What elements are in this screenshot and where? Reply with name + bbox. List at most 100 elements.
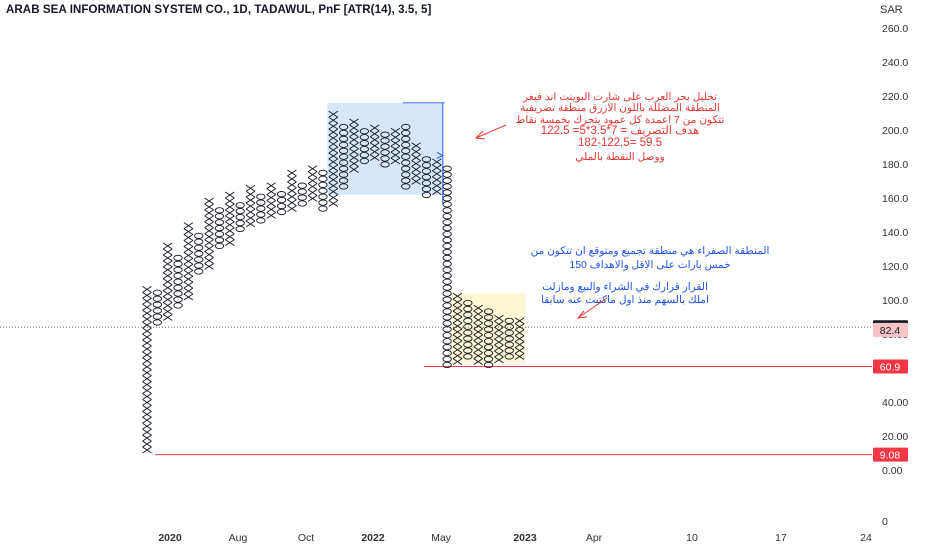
x-mark [411, 148, 421, 156]
column-21-o [359, 128, 369, 165]
o-mark [504, 353, 514, 360]
x-mark [204, 197, 214, 205]
x-mark [142, 422, 152, 430]
o-mark [173, 290, 183, 297]
column-28-x [432, 158, 442, 195]
x-mark [432, 176, 442, 184]
x-mark [349, 148, 359, 156]
o-mark [318, 199, 328, 206]
o-mark [483, 350, 494, 357]
x-mark [390, 151, 401, 159]
column-26-x [411, 142, 421, 185]
y-tick-label: 240.0 [882, 57, 908, 69]
x-mark [432, 170, 442, 178]
x-tick-label: 2022 [361, 532, 385, 544]
x-mark [514, 353, 525, 360]
y-tick-label: 180.0 [882, 159, 908, 171]
o-mark [359, 140, 369, 147]
y-tick-label: 260.0 [882, 23, 908, 35]
zone-arrow-icon [436, 152, 444, 159]
o-mark [173, 302, 183, 309]
o-mark [463, 311, 473, 319]
o-mark [297, 194, 307, 201]
y-tick-label: 40.00 [882, 397, 908, 409]
o-mark [338, 183, 349, 190]
o-mark [442, 355, 452, 363]
x-mark [287, 169, 297, 177]
x-mark [287, 205, 297, 212]
x-mark [142, 393, 152, 400]
o-mark [504, 323, 514, 330]
y-tick-label: 100.0 [882, 295, 908, 307]
o-mark [359, 157, 369, 165]
o-mark [483, 355, 494, 363]
annotation-red-line-4: 182-122,5= 59.5 [578, 137, 662, 149]
x-mark [183, 287, 194, 295]
x-mark [452, 304, 463, 312]
o-mark [504, 341, 514, 348]
annotation-blue1-line-0: المنطقة الصفراء هي منطقة تجميع ومتوقع ان… [531, 245, 770, 257]
o-mark [463, 341, 473, 348]
x-mark [183, 269, 194, 277]
o-mark [483, 361, 494, 369]
o-mark [276, 202, 287, 210]
annotation-blue1-line-1: خمس بارات على الاقل والاهداف 150 [569, 259, 730, 271]
o-mark [401, 165, 411, 172]
x-mark [369, 154, 380, 161]
o-mark [194, 262, 204, 269]
x-mark [142, 428, 152, 436]
o-mark [421, 179, 432, 187]
x-mark [162, 272, 173, 280]
o-mark [483, 326, 494, 333]
x-mark [162, 254, 173, 262]
x-mark [349, 118, 359, 126]
o-mark [318, 169, 328, 177]
x-mark [142, 399, 152, 406]
x-mark [162, 290, 173, 297]
x-mark [162, 302, 173, 309]
x-mark [142, 434, 152, 442]
o-mark [276, 191, 287, 198]
x-mark [183, 293, 194, 301]
o-mark [442, 266, 452, 273]
o-mark [463, 347, 473, 354]
x-mark [245, 214, 256, 222]
column-19-o [338, 123, 349, 190]
x-mark [183, 281, 194, 289]
x-mark [142, 345, 152, 353]
y-tick-label: 20.00 [882, 431, 908, 443]
o-mark [194, 244, 204, 251]
x-mark [473, 316, 483, 324]
x-mark [162, 296, 173, 303]
o-mark [401, 171, 411, 178]
x-mark [349, 166, 359, 173]
zone-accumulation [451, 293, 526, 363]
o-mark [483, 344, 494, 351]
o-mark [338, 165, 349, 172]
x-mark [411, 154, 421, 161]
column-10-x [245, 184, 256, 228]
x-mark [307, 195, 318, 202]
x-tick-label: Apr [586, 532, 603, 544]
x-mark [142, 357, 152, 365]
o-mark [256, 217, 266, 224]
column-11-o [256, 193, 266, 224]
x-mark [245, 184, 256, 192]
x-tick-label: 17 [775, 532, 787, 544]
column-18-x [328, 110, 339, 207]
x-mark [390, 145, 401, 153]
x-mark [225, 233, 235, 241]
x-mark [287, 181, 297, 189]
o-mark [401, 123, 411, 131]
y-tick-label: 200.0 [882, 125, 908, 137]
x-mark [287, 187, 297, 195]
x-mark [162, 284, 173, 292]
x-mark [204, 239, 214, 246]
o-mark [442, 350, 452, 357]
annotation-blue2-line-1: املك بالسهم منذ اول ماكتبت عنه سابقا [541, 294, 709, 306]
x-mark [432, 182, 442, 190]
o-mark [235, 225, 245, 233]
x-mark [287, 193, 297, 201]
